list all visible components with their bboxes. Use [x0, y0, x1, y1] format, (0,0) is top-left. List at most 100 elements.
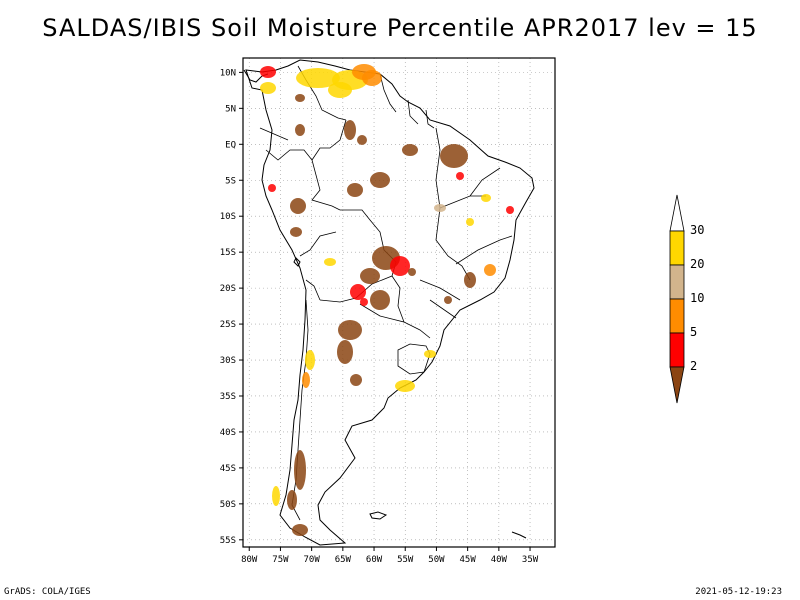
shaded-area	[290, 227, 302, 237]
shaded-area	[328, 82, 352, 98]
shaded-area	[360, 268, 380, 284]
latitude-labels: 10N 5N EQ 5S 10S 15S 20S 25S 30S 35S 40S 45S 50S 55S	[220, 68, 236, 545]
suriname-guiana-border	[425, 109, 435, 129]
ecuador-peru-border	[265, 149, 313, 161]
shaded-area	[295, 94, 305, 102]
shaded-area	[360, 298, 368, 306]
venezuela-guyana-border	[379, 73, 397, 113]
shaded-area	[260, 82, 276, 94]
peru-bolivia-border	[299, 231, 337, 257]
lat-label: 45S	[220, 464, 236, 474]
lat-label: 5N	[225, 104, 236, 114]
colorbar-label: 5	[690, 325, 697, 339]
shaded-area	[260, 66, 276, 78]
colorbar-label: 10	[690, 291, 704, 305]
guyana-suriname-border	[407, 99, 419, 125]
shaded-area	[324, 258, 336, 266]
argentina-brazil-border	[403, 321, 431, 339]
peru-brazil-border	[311, 159, 341, 211]
gridlines	[239, 58, 555, 551]
colorbar-top-triangle	[669, 194, 685, 232]
lon-label: 45W	[460, 555, 477, 565]
shaded-area	[390, 256, 410, 276]
grads-credit: GrADS: COLA/IGES	[4, 587, 91, 597]
shaded-area	[481, 194, 491, 202]
lon-label: 55W	[397, 555, 414, 565]
lon-label: 70W	[304, 555, 321, 565]
lon-label: 65W	[335, 555, 352, 565]
lat-label: 55S	[220, 536, 236, 546]
chile-bolivia-border	[305, 279, 321, 301]
shaded-area	[464, 272, 476, 288]
shaded-area	[440, 144, 468, 168]
shaded-area	[347, 183, 363, 197]
lat-label: 10N	[220, 68, 236, 78]
south-america-coastline	[245, 59, 535, 546]
lon-label: 75W	[272, 555, 289, 565]
shaded-area	[466, 218, 474, 226]
lat-label: 10S	[220, 212, 236, 222]
shaded-area	[305, 350, 315, 370]
shaded-area	[370, 290, 390, 310]
lat-label: 50S	[220, 500, 236, 510]
lon-label: 35W	[522, 555, 539, 565]
colorbar-segment	[669, 230, 685, 266]
lon-label: 80W	[241, 555, 258, 565]
shaded-area	[295, 124, 305, 136]
colombia-brazil-border	[311, 119, 347, 161]
shaded-area	[292, 524, 308, 536]
falkland-islands	[369, 511, 388, 520]
colorbar-label: 20	[690, 257, 704, 271]
moisture-shading	[260, 64, 514, 536]
lat-label: 5S	[225, 176, 236, 186]
lat-label: 20S	[220, 284, 236, 294]
shaded-area	[484, 264, 496, 276]
shaded-area	[302, 372, 310, 388]
shaded-area	[344, 120, 356, 140]
map-frame	[242, 57, 556, 548]
colorbar-bottom-triangle	[669, 366, 685, 404]
shaded-area	[434, 204, 446, 212]
shaded-area	[370, 172, 390, 188]
colorbar-label: 30	[690, 223, 704, 237]
shaded-area	[444, 296, 452, 304]
lat-label: 40S	[220, 428, 236, 438]
shaded-area	[357, 135, 367, 145]
argentina-bolivia-border	[319, 297, 357, 303]
timestamp: 2021-05-12-19:23	[695, 587, 782, 597]
lon-label: 60W	[366, 555, 383, 565]
lat-label: EQ	[225, 140, 236, 150]
lat-label: 25S	[220, 320, 236, 330]
shaded-area	[338, 320, 362, 340]
shaded-area	[268, 184, 276, 192]
colorbar-segment	[669, 298, 685, 334]
shaded-area	[402, 144, 418, 156]
lon-label: 50W	[428, 555, 445, 565]
shaded-area	[290, 198, 306, 214]
colorbar-segment	[669, 332, 685, 368]
shaded-area	[395, 380, 415, 392]
shaded-area	[272, 486, 280, 506]
lake-titicaca	[293, 257, 301, 267]
shaded-area	[350, 284, 366, 300]
shaded-area	[337, 340, 353, 364]
color-legend: 2 5 10 20 30	[669, 194, 704, 404]
brazil-states	[419, 127, 513, 319]
shaded-area	[506, 206, 514, 214]
longitude-labels: 80W 75W 70W 65W 60W 55W 50W 45W 40W 35W	[241, 555, 539, 565]
colorbar-segment	[669, 264, 685, 300]
shaded-area	[296, 68, 340, 88]
lat-label: 30S	[220, 356, 236, 366]
colombia-ecuador-border	[259, 127, 289, 141]
shaded-area	[362, 70, 382, 86]
lat-label: 15S	[220, 248, 236, 258]
shaded-area	[294, 450, 306, 490]
lon-label: 40W	[491, 555, 508, 565]
south-georgia	[511, 531, 527, 539]
lat-label: 35S	[220, 392, 236, 402]
shaded-area	[424, 350, 436, 358]
shaded-area	[456, 172, 464, 180]
colorbar-label: 2	[690, 359, 697, 373]
shaded-area	[408, 268, 416, 276]
